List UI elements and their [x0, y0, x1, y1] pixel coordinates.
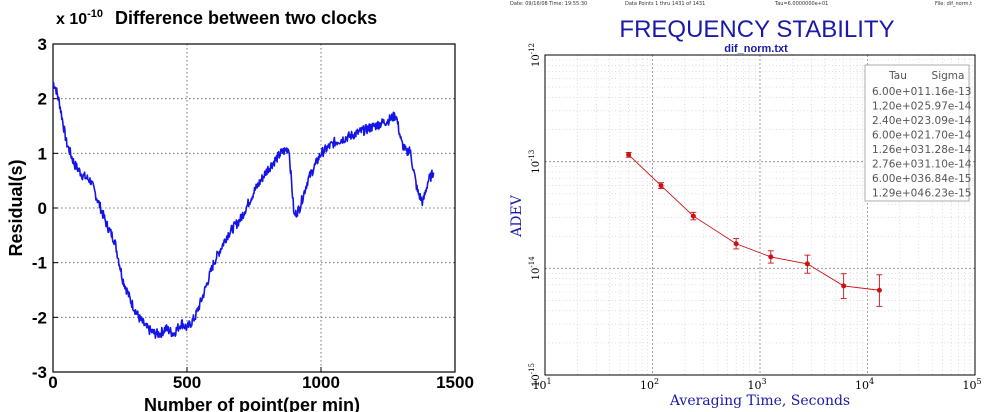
left-y-tick-label: 2 [38, 90, 47, 109]
right-y-tick-exponent: -15 [528, 363, 536, 374]
sigma-table-tau-cell: 6.00e+03 [872, 173, 924, 185]
sigma-table-sigma-cell: 3.09e-14 [925, 115, 972, 127]
right-y-tick-exponent: -12 [528, 43, 536, 54]
sigma-table-tau-cell: 2.76e+03 [872, 159, 924, 171]
adev-data-point [804, 261, 810, 267]
right-y-tick-label: 10-15 [528, 363, 542, 387]
sigma-table: Tau Sigma 6.00e+01 1.16e-131.20e+02 5.97e-… [864, 64, 972, 202]
header-points: Data Points 1 thru 1431 of 1431 [625, 1, 705, 7]
adev-series-line [628, 154, 880, 291]
adev-data-point [658, 183, 664, 189]
sigma-table-box [864, 64, 970, 202]
sigma-table-header-sigma: Sigma [932, 70, 965, 82]
sigma-table-tau-cell: 1.29e+04 [872, 188, 924, 200]
header-file: File: dif_norm.t [935, 1, 972, 7]
right-y-tick: 10-15 [528, 363, 542, 387]
sigma-table-sigma-cell: 1.70e-14 [925, 130, 972, 142]
right-y-tick-exponent: -13 [528, 150, 536, 161]
sigma-table-sigma-cell: 1.28e-14 [925, 144, 972, 156]
right-x-tick-exponent: 2 [654, 377, 659, 386]
sigma-table-tau-cell: 6.00e+02 [872, 130, 924, 142]
right-x-tick-exponent: 5 [976, 377, 981, 386]
right-x-tick-base: 10 [640, 379, 654, 392]
right-y-tick-base: 10 [531, 374, 542, 387]
right-x-tick-exponent: 3 [761, 377, 766, 386]
sigma-table-sigma-cell: 1.10e-14 [925, 159, 972, 171]
sigma-table-tau-cell: 1.26e+03 [872, 144, 924, 156]
left-chart-title: Difference between two clocks [115, 8, 377, 28]
sigma-table-tau-cell: 6.00e+01 [872, 86, 924, 98]
header-date: Date: 09/16/08 Time: 19:55:30 [510, 1, 587, 7]
right-x-tick-base: 10 [747, 379, 761, 392]
adev-data-point [626, 152, 632, 158]
right-x-tick-exponent: 1 [546, 377, 551, 386]
adev-data-point [768, 254, 774, 260]
right-y-tick-base: 10 [531, 268, 542, 281]
right-x-tick-label: 103 [747, 377, 766, 392]
adev-data-point [690, 213, 696, 219]
frequency-stability-chart: Date: 09/16/08 Time: 19:55:30 Data Point… [509, 1, 982, 409]
right-x-tick-label: 102 [640, 377, 659, 392]
adev-data-point [841, 283, 847, 289]
right-y-tick-base: 10 [531, 161, 542, 174]
left-x-tick-label: 1500 [436, 373, 474, 392]
left-x-axis-label: Number of point(per min) [144, 395, 360, 412]
right-x-tick-base: 10 [962, 379, 976, 392]
right-y-tick: 10-12 [528, 43, 542, 67]
right-x-tick-base: 10 [855, 379, 869, 392]
clock-difference-chart: 0 500 1000 1500 3 2 1 0 -1 -2 -3 x 10-10 Differenc… [6, 8, 474, 412]
left-y-tick-label: 0 [38, 199, 47, 218]
sigma-table-header-tau: Tau [888, 70, 907, 82]
right-y-tick-base: 10 [531, 54, 542, 67]
left-y-tick-label: 1 [38, 144, 47, 163]
left-x-tick-label: 0 [48, 373, 57, 392]
right-y-tick: 10-14 [528, 256, 542, 281]
left-y-multiplier-exponent: -10 [87, 8, 103, 20]
right-y-axis-label: ADEV [509, 194, 525, 238]
left-x-tick-label: 1000 [302, 373, 340, 392]
sigma-table-tau-cell: 1.20e+02 [872, 101, 924, 113]
right-x-tick-label: 101 [532, 377, 551, 392]
left-y-tick-label: -1 [32, 254, 47, 273]
left-y-multiplier: x 10-10 [56, 8, 103, 28]
right-y-tick-exponent: -14 [528, 256, 536, 268]
right-y-tick-label: 10-12 [528, 43, 542, 67]
sigma-table-sigma-cell: 6.23e-15 [925, 188, 972, 200]
left-y-axis-label: Residual(s) [6, 159, 26, 256]
header-tau: Tau=6.0000000e+01 [774, 1, 828, 7]
right-y-tick-label: 10-13 [528, 150, 542, 174]
sigma-table-sigma-cell: 1.16e-13 [925, 86, 972, 98]
adev-data-point [876, 287, 882, 293]
right-x-axis-label: Averaging Time, Seconds [669, 393, 850, 409]
right-chart-subtitle: dif_norm.txt [724, 43, 788, 55]
residual-series-line [52, 81, 435, 339]
sigma-table-sigma-cell: 6.84e-15 [925, 173, 972, 185]
adev-data-point [733, 241, 739, 247]
right-y-tick: 10-13 [528, 150, 542, 174]
right-x-tick-label: 105 [962, 377, 981, 392]
right-chart-title: FREQUENCY STABILITY [619, 16, 894, 43]
right-plot-frame [544, 54, 976, 376]
sigma-table-tau-cell: 2.40e+02 [872, 115, 924, 127]
right-y-tick-label: 10-14 [528, 256, 542, 281]
right-x-tick-base: 10 [532, 379, 546, 392]
left-y-tick-label: -3 [32, 363, 47, 382]
left-y-tick-label: -2 [32, 308, 47, 327]
left-x-tick-label: 500 [173, 373, 201, 392]
left-y-tick-label: 3 [38, 35, 47, 54]
sigma-table-sigma-cell: 5.97e-14 [925, 101, 972, 113]
right-x-tick-exponent: 4 [869, 377, 874, 386]
right-x-tick-label: 104 [855, 377, 874, 392]
